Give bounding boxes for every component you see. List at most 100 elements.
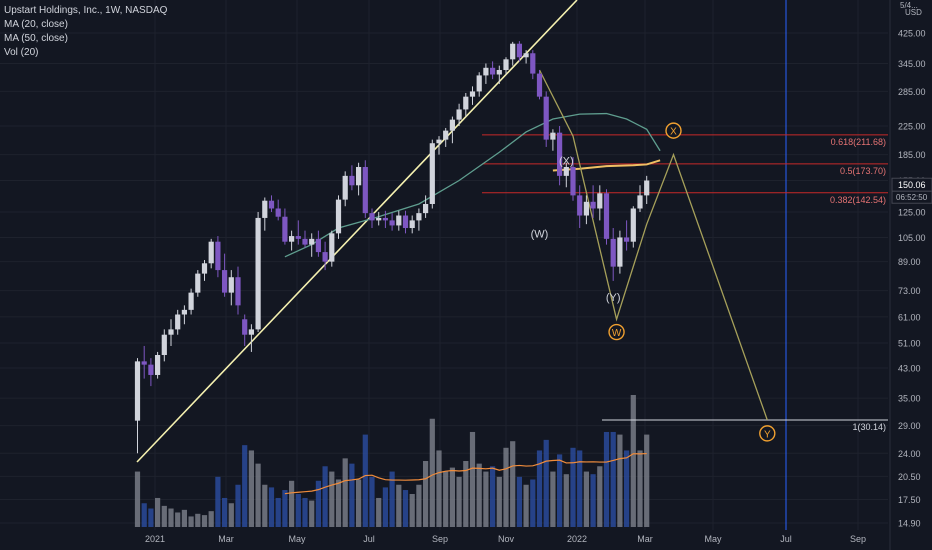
candle-body <box>342 175 348 200</box>
candle-body <box>168 329 174 335</box>
candle-body <box>503 59 509 70</box>
volume-bar <box>134 471 141 527</box>
volume-bar <box>597 466 603 527</box>
price-tick-label: 105.00 <box>898 233 926 243</box>
candle-body <box>228 277 234 293</box>
volume-bar <box>141 503 147 527</box>
legend-vol[interactable]: Vol (20) <box>4 47 39 58</box>
volume-bar <box>523 484 529 527</box>
volume-bar <box>215 476 221 527</box>
candle-body <box>181 309 187 315</box>
volume-bar <box>148 508 154 527</box>
candle-body <box>624 237 630 242</box>
volume-bar <box>423 461 429 527</box>
legend-ma20[interactable]: MA (20, close) <box>4 19 68 30</box>
candle-body <box>235 277 241 306</box>
candle-body <box>637 195 643 209</box>
candle-body <box>443 130 449 140</box>
volume-bar <box>476 463 482 527</box>
candle-body <box>248 329 254 335</box>
candle-body <box>195 273 201 293</box>
price-tick-label: 185.00 <box>898 150 926 160</box>
candle-body <box>449 119 455 131</box>
volume-bar <box>376 497 382 527</box>
candle-body <box>496 69 502 75</box>
volume-bar <box>510 441 516 527</box>
fib-level-label: 0.5(173.70) <box>840 166 886 176</box>
volume-bar <box>516 476 522 527</box>
volume-ma-line <box>284 452 647 495</box>
price-tick-label: 35.00 <box>898 394 921 404</box>
support-trendline <box>136 0 578 463</box>
volume-bar <box>469 431 476 527</box>
candle-body <box>315 238 321 253</box>
volume-bar <box>550 471 556 527</box>
price-tick-label: 425.00 <box>898 29 926 39</box>
candle-body <box>590 201 596 209</box>
wave-label: Y <box>764 429 771 440</box>
volume-bar <box>402 490 409 527</box>
volume-bar <box>490 466 496 527</box>
volume-bar <box>369 476 375 527</box>
candle-body <box>268 200 275 209</box>
time-axis[interactable]: 2021 Mar May Jul Sep Nov 2022 Mar May Jul Sep <box>145 534 866 544</box>
time-tick-label: May <box>288 534 306 544</box>
candle-body <box>362 166 368 214</box>
legend-title[interactable]: Upstart Holdings, Inc., 1W, NASDAQ <box>4 5 168 16</box>
wave-label: W <box>612 328 622 339</box>
candle-body <box>389 220 395 226</box>
axis-unit: USD <box>905 8 922 17</box>
price-tick-label: 43.00 <box>898 364 921 374</box>
overlays: 0.618(211.68) 0.5(173.70) 0.382(142.54) 1(3… <box>136 0 888 530</box>
volume-bar <box>235 484 241 527</box>
time-tick-label: 2022 <box>567 534 587 544</box>
candle-body <box>356 166 362 186</box>
candle-body <box>222 270 228 293</box>
candle-body <box>530 53 536 74</box>
legend-ma50[interactable]: MA (50, close) <box>4 33 68 44</box>
time-tick-label: Mar <box>218 534 234 544</box>
candle-body <box>597 193 603 209</box>
time-tick-label: Sep <box>850 534 866 544</box>
candle-body <box>134 361 141 421</box>
volume-bar <box>175 512 181 527</box>
time-tick-label: Sep <box>432 534 448 544</box>
volume-bar <box>617 434 623 527</box>
candle-body <box>429 143 435 204</box>
volume-bar <box>222 497 228 527</box>
fib-level-label: 0.382(142.54) <box>830 195 886 205</box>
volume-bar <box>456 476 462 527</box>
candle-body <box>402 215 409 229</box>
volume-bar <box>463 461 469 527</box>
price-axis[interactable]: 425.00345.00285.00225.00185.00155.00125.… <box>891 1 932 529</box>
candle-body <box>262 200 268 218</box>
wave-label-ring <box>608 323 625 341</box>
volume-bar <box>289 480 295 527</box>
candle-body <box>215 241 221 271</box>
volume-bar <box>570 447 576 527</box>
candles <box>134 41 650 454</box>
candle-body <box>463 96 469 110</box>
candle-body <box>309 238 315 245</box>
volume-bar <box>268 487 275 527</box>
candle-body <box>322 252 328 262</box>
volume-bar <box>483 471 489 527</box>
axis-unit-top: 5/4... <box>900 1 918 10</box>
volume-bar <box>416 484 422 527</box>
volume-bar <box>382 487 388 527</box>
candle-body <box>335 199 342 234</box>
candle-body <box>329 233 335 262</box>
volume-bar <box>396 484 402 527</box>
candle-body <box>369 213 375 221</box>
volume-bar <box>563 474 569 527</box>
volume-bar <box>161 505 167 527</box>
candle-body <box>490 67 496 75</box>
candle-body <box>523 53 529 58</box>
volume-bar <box>228 503 234 527</box>
candle-body <box>141 361 147 365</box>
volume-bar <box>409 494 415 527</box>
volume-bar <box>302 497 308 527</box>
target-label: 1(30.14) <box>852 422 886 432</box>
price-tick-label: 61.00 <box>898 312 921 322</box>
